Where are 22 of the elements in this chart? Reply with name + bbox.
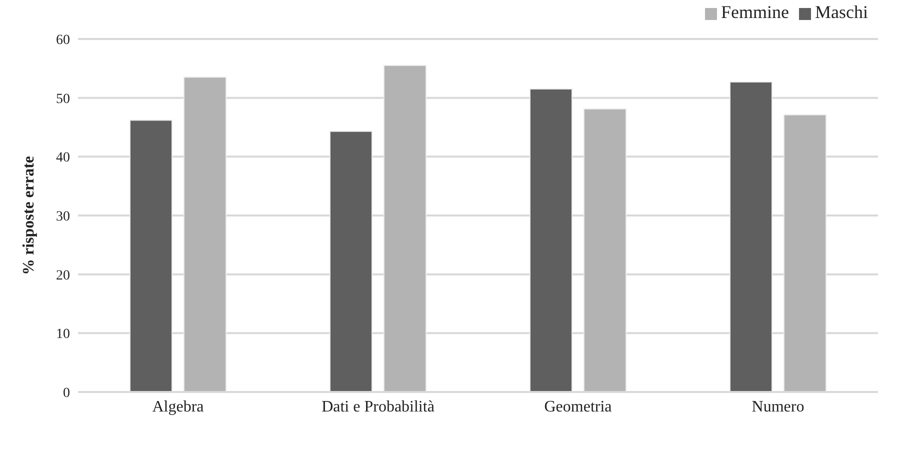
legend-label: Maschi bbox=[815, 2, 868, 22]
x-tick-label: Geometria bbox=[544, 398, 612, 416]
y-tick-label: 30 bbox=[56, 209, 70, 224]
y-tick-label: 40 bbox=[56, 150, 70, 166]
bar bbox=[730, 81, 772, 392]
y-tick-label: 60 bbox=[56, 32, 70, 48]
bar bbox=[130, 120, 172, 392]
bar bbox=[784, 114, 826, 392]
x-tick-label: Algebra bbox=[152, 398, 204, 416]
bar bbox=[530, 88, 572, 392]
y-tick-label: 20 bbox=[56, 268, 70, 284]
bar bbox=[330, 130, 372, 392]
x-tick-label: Dati e Probabilità bbox=[322, 398, 434, 416]
y-axis-title: % risposte errate bbox=[20, 156, 38, 276]
y-tick-label: 0 bbox=[63, 386, 70, 401]
y-tick-label: 50 bbox=[56, 92, 70, 107]
bar bbox=[384, 64, 426, 392]
x-tick-label: Numero bbox=[752, 398, 804, 416]
bar bbox=[584, 108, 626, 392]
bar bbox=[184, 76, 226, 392]
y-tick-label: 10 bbox=[56, 327, 70, 342]
legend-label: Femmine bbox=[721, 2, 789, 22]
